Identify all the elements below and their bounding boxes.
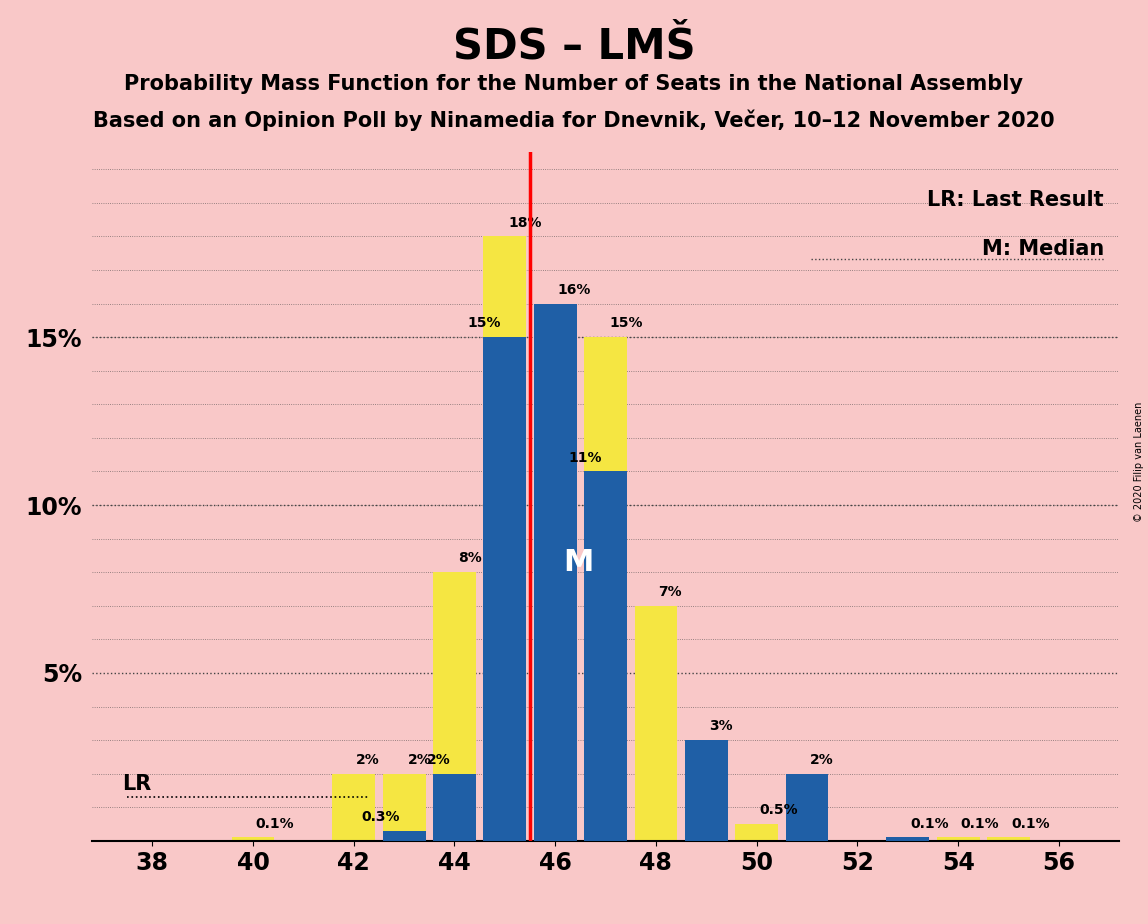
Text: M: Median: M: Median <box>982 238 1104 259</box>
Text: 0.1%: 0.1% <box>256 817 294 831</box>
Text: 0.3%: 0.3% <box>362 810 400 824</box>
Bar <box>735 824 778 841</box>
Bar <box>232 837 274 841</box>
Text: 2%: 2% <box>427 753 450 767</box>
Text: Probability Mass Function for the Number of Seats in the National Assembly: Probability Mass Function for the Number… <box>124 74 1024 94</box>
Text: 0.1%: 0.1% <box>910 817 949 831</box>
Text: 11%: 11% <box>568 451 602 465</box>
Bar <box>584 471 627 841</box>
Text: SDS – LMŠ: SDS – LMŠ <box>452 26 696 67</box>
Text: 8%: 8% <box>458 552 482 565</box>
Bar <box>433 773 476 841</box>
Bar <box>785 773 829 841</box>
Bar <box>483 337 526 841</box>
Bar <box>433 572 476 841</box>
Text: 2%: 2% <box>409 753 432 767</box>
Bar <box>685 740 728 841</box>
Text: M: M <box>563 548 594 577</box>
Text: 0.1%: 0.1% <box>1011 817 1049 831</box>
Text: 2%: 2% <box>356 753 380 767</box>
Text: LR: LR <box>122 773 152 794</box>
Text: 15%: 15% <box>610 316 643 331</box>
Text: 3%: 3% <box>708 720 732 734</box>
Text: © 2020 Filip van Laenen: © 2020 Filip van Laenen <box>1134 402 1143 522</box>
Bar <box>534 304 576 841</box>
Text: 2%: 2% <box>809 753 833 767</box>
Bar <box>635 606 677 841</box>
Text: 16%: 16% <box>558 283 591 297</box>
Text: 7%: 7% <box>659 585 682 599</box>
Text: 0.5%: 0.5% <box>759 803 798 818</box>
Text: 18%: 18% <box>509 215 542 230</box>
Bar <box>382 773 426 841</box>
Bar <box>937 837 979 841</box>
Text: 0.1%: 0.1% <box>961 817 999 831</box>
Bar <box>483 237 526 841</box>
Text: 15%: 15% <box>467 316 501 331</box>
Text: Based on an Opinion Poll by Ninamedia for Dnevnik, Večer, 10–12 November 2020: Based on an Opinion Poll by Ninamedia fo… <box>93 109 1055 130</box>
Bar <box>886 837 929 841</box>
Bar <box>987 837 1030 841</box>
Bar <box>382 831 426 841</box>
Bar <box>584 337 627 841</box>
Bar <box>332 773 375 841</box>
Text: LR: Last Result: LR: Last Result <box>928 190 1104 211</box>
